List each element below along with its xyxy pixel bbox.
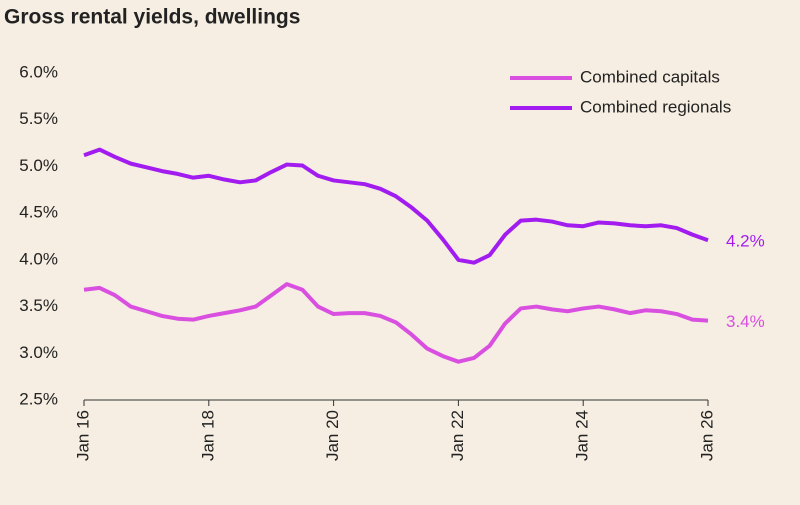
end-label: 3.4% [726,312,765,331]
x-tick-label: Jan 18 [198,410,217,461]
y-tick-label: 4.0% [19,249,58,268]
x-tick-label: Jan 24 [573,410,592,461]
series-line [83,147,709,265]
y-tick-label: 5.0% [19,156,58,175]
chart-title: Gross rental yields, dwellings [4,6,300,29]
x-tick-label: Jan 22 [448,410,467,461]
end-label: 4.2% [726,232,765,251]
y-tick-label: 5.5% [19,109,58,128]
y-tick-label: 6.0% [19,62,58,81]
y-tick-label: 3.0% [19,343,58,362]
legend-label: Combined regionals [580,97,731,116]
y-tick-label: 3.5% [19,296,58,315]
x-tick-label: Jan 26 [697,410,716,461]
x-tick-label: Jan 20 [323,410,342,461]
y-tick-label: 2.5% [19,389,58,408]
x-tick-label: Jan 16 [73,410,92,461]
series-line [83,282,709,364]
y-tick-label: 4.5% [19,203,58,222]
legend-label: Combined capitals [580,67,720,86]
